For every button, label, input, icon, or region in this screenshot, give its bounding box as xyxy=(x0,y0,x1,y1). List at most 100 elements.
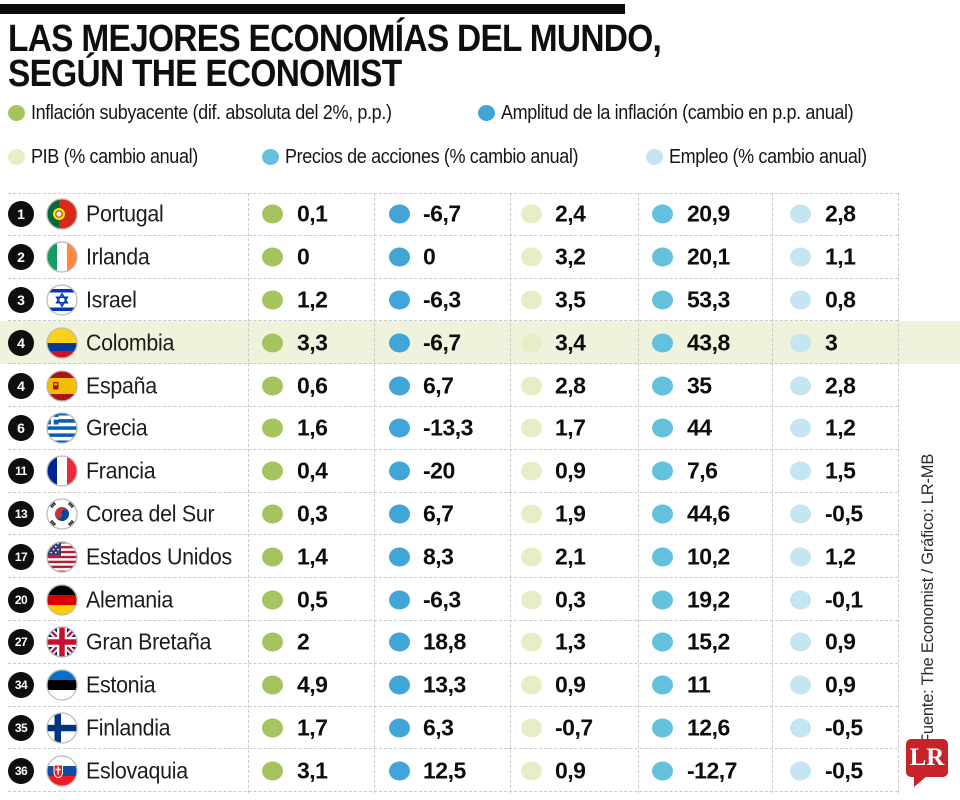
source-credit: Fuente: The Economist / Gráfico: LR-MB xyxy=(919,453,937,744)
metric-value: 0,6 xyxy=(297,372,328,399)
rank-badge: 2 xyxy=(8,244,34,271)
metric-dot-icon xyxy=(789,290,811,310)
metric-dot-icon xyxy=(520,204,542,224)
metric-value: 4,9 xyxy=(297,671,328,698)
metric-dot-icon xyxy=(388,418,410,438)
metric-value: -0,7 xyxy=(555,714,593,741)
flag-francia-icon xyxy=(46,455,78,487)
metric-value: 6,7 xyxy=(423,500,454,527)
metric-value: 20,1 xyxy=(687,243,730,270)
rank-badge: 27 xyxy=(8,629,34,656)
rank-number: 3 xyxy=(17,291,25,308)
flag-eslovaquia-icon xyxy=(46,755,78,787)
metric-dot-icon xyxy=(261,461,283,481)
metric-dot-icon xyxy=(261,718,283,738)
page-title-line1: LAS MEJORES ECONOMÍAS DEL MUNDO, xyxy=(8,18,662,60)
rank-badge: 4 xyxy=(8,372,34,399)
metric-dot-icon xyxy=(388,247,410,267)
metric-dot-icon xyxy=(388,376,410,396)
metric-value: 1,7 xyxy=(297,714,328,741)
metric-value: 1,3 xyxy=(555,628,586,655)
rank-number: 20 xyxy=(14,592,28,607)
metric-value: 0,8 xyxy=(825,286,856,313)
top-bar xyxy=(0,4,625,14)
metric-dot-icon xyxy=(388,761,410,781)
metric-value: 2,1 xyxy=(555,543,586,570)
metric-dot-icon xyxy=(388,504,410,524)
table-row: 4 Colombia 3,3 -6,7 3,4 43,8 3 xyxy=(0,321,960,365)
table-row: 17 Estados Unidos 1,4 8,3 2,1 10,2 1,2 xyxy=(0,535,960,579)
legend-item: Empleo (% cambio anual) xyxy=(646,145,889,169)
table-row: 27 Gran Bretaña 2 18,8 1,3 15,2 0,9 xyxy=(0,621,960,664)
row-divider xyxy=(8,791,898,793)
metric-dot-icon xyxy=(261,590,283,610)
metric-dot-icon xyxy=(261,376,283,396)
metric-dot-icon xyxy=(388,461,410,481)
country-name: Estados Unidos xyxy=(86,543,232,570)
metric-dot-icon xyxy=(651,761,673,781)
metric-value: 0 xyxy=(297,243,310,270)
metric-value: 43,8 xyxy=(687,329,730,356)
metric-dot-icon xyxy=(261,761,283,781)
row-divider xyxy=(8,534,898,536)
metric-dot-icon xyxy=(388,204,410,224)
metric-value: -20 xyxy=(423,457,455,484)
rank-number: 11 xyxy=(15,464,27,479)
flag-alemania-icon xyxy=(46,583,78,616)
metric-value: -6,7 xyxy=(423,329,461,356)
row-divider xyxy=(8,320,898,322)
metric-value: -13,3 xyxy=(423,414,473,441)
rank-badge: 17 xyxy=(8,543,34,570)
legend-row-2: PIB (% cambio anual) Precios de acciones … xyxy=(0,145,960,169)
metric-dot-icon xyxy=(789,504,811,524)
table-row: 20 Alemania 0,5 -6,3 0,3 19,2 -0,1 xyxy=(0,578,960,621)
legend-row-1: Inflación subyacente (dif. absoluta del … xyxy=(0,101,960,125)
metric-dot-icon xyxy=(789,461,811,481)
metric-value: 19,2 xyxy=(687,586,730,613)
metric-dot-icon xyxy=(520,547,542,567)
metric-dot-icon xyxy=(789,547,811,567)
metric-dot-icon xyxy=(261,247,283,267)
metric-dot-icon xyxy=(651,333,673,353)
metric-value: 18,8 xyxy=(423,628,466,655)
metric-value: 3,3 xyxy=(297,329,328,356)
metric-value: 12,5 xyxy=(423,757,466,784)
metric-value: 35 xyxy=(687,372,712,399)
rank-number: 35 xyxy=(14,720,28,735)
metric-value: -0,5 xyxy=(825,714,863,741)
rank-number: 2 xyxy=(17,249,25,266)
rank-badge: 36 xyxy=(8,757,34,784)
legend-item: Amplitud de la inflación (cambio en p.p.… xyxy=(478,101,892,125)
metric-dot-icon xyxy=(388,290,410,310)
row-divider xyxy=(8,234,898,236)
metric-value: -6,3 xyxy=(423,286,461,313)
country-name: España xyxy=(86,372,157,399)
metric-dot-icon xyxy=(789,247,811,267)
legend-label: Amplitud de la inflación (cambio en p.p.… xyxy=(501,101,854,124)
metric-value: 2,4 xyxy=(555,200,586,227)
table-row: 1 Portugal 0,1 -6,7 2,4 20,9 2,8 xyxy=(0,193,960,236)
country-name: Eslovaquia xyxy=(86,757,188,784)
page-title: LAS MEJORES ECONOMÍAS DEL MUNDO, SEGÚN T… xyxy=(8,18,662,93)
column-divider xyxy=(772,193,773,793)
metric-value: 0,5 xyxy=(297,586,328,613)
metric-value: 44,6 xyxy=(687,500,730,527)
metric-dot-icon xyxy=(651,675,673,695)
flag-estonia-icon xyxy=(46,669,78,701)
country-name: Gran Bretaña xyxy=(86,628,212,655)
country-name: Alemania xyxy=(86,586,173,613)
metric-value: 0,1 xyxy=(297,200,328,227)
metric-value: 3,4 xyxy=(555,329,586,356)
flag-portugal-icon xyxy=(46,198,78,230)
metric-value: 1,1 xyxy=(825,243,856,270)
metric-value: 0 xyxy=(423,243,436,270)
metric-dot-icon xyxy=(520,590,542,610)
metric-value: 10,2 xyxy=(687,543,730,570)
metric-dot-icon xyxy=(789,675,811,695)
table-row: 13 Corea del Sur 0,3 6,7 1,9 44,6 -0,5 xyxy=(0,493,960,536)
metric-value: 0,9 xyxy=(825,628,856,655)
rank-badge: 34 xyxy=(8,672,34,699)
legend-label: PIB (% cambio anual) xyxy=(31,145,198,168)
metric-dot-icon xyxy=(651,461,673,481)
